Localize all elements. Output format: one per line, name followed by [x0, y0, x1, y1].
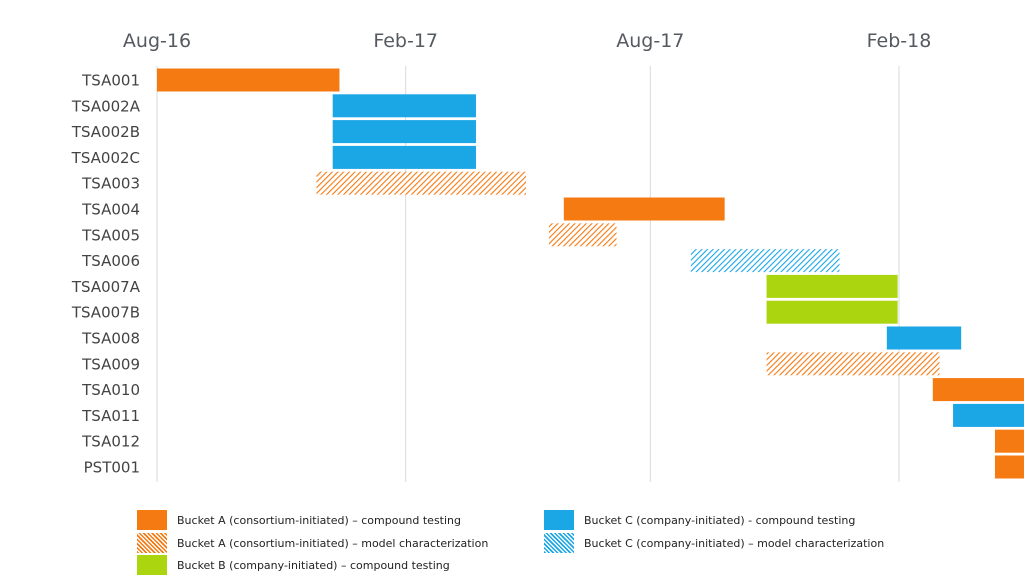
- task-bar-tsa006: [690, 249, 840, 273]
- task-bar-tsa003: [316, 171, 526, 195]
- row-labels: TSA001 TSA002A TSA002B TSA002C TSA003 TSA004 T…: [71, 72, 141, 477]
- grid-lines: [156, 66, 900, 482]
- row-label: TSA002A: [71, 97, 141, 115]
- x-axis-ticks: Aug-16 Feb-17 Aug-17 Feb-18: [123, 30, 931, 52]
- task-bar-tsa008: [886, 326, 962, 350]
- task-bar-tsa009: [766, 352, 940, 376]
- task-bar-tsa010: [932, 378, 1024, 402]
- row-label: PST001: [84, 459, 140, 477]
- task-bar-tsa004: [563, 197, 725, 221]
- task-bar-tsa002c: [332, 145, 476, 169]
- row-label: TSA004: [81, 201, 140, 219]
- task-bar-tsa001: [157, 68, 340, 92]
- row-label: TSA011: [81, 407, 140, 425]
- task-bar-tsa007a: [766, 274, 898, 298]
- task-bar-tsa002b: [332, 120, 476, 144]
- row-label: TSA012: [81, 433, 140, 451]
- row-label: TSA010: [81, 381, 140, 399]
- row-label: TSA007B: [71, 304, 140, 322]
- task-bar-pst001: [994, 455, 1024, 479]
- row-label: TSA005: [81, 226, 140, 244]
- x-tick-label: Feb-18: [867, 30, 932, 52]
- row-label: TSA006: [81, 252, 140, 270]
- task-bar-tsa005: [548, 223, 617, 247]
- row-label: TSA008: [81, 330, 140, 348]
- row-label: TSA002C: [71, 149, 140, 167]
- task-bar-tsa012: [994, 429, 1024, 453]
- row-label: TSA003: [81, 175, 140, 193]
- task-bar-tsa011: [953, 403, 1024, 427]
- row-label: TSA009: [81, 355, 140, 373]
- row-label: TSA002B: [71, 123, 140, 141]
- x-tick-label: Aug-16: [123, 30, 191, 52]
- x-tick-label: Feb-17: [373, 30, 438, 52]
- task-bar-tsa002a: [332, 94, 476, 118]
- task-bar-tsa007b: [766, 300, 898, 324]
- row-label: TSA001: [81, 72, 140, 90]
- row-label: TSA007A: [71, 278, 141, 296]
- task-bars: [157, 68, 1024, 479]
- x-tick-label: Aug-17: [616, 30, 684, 52]
